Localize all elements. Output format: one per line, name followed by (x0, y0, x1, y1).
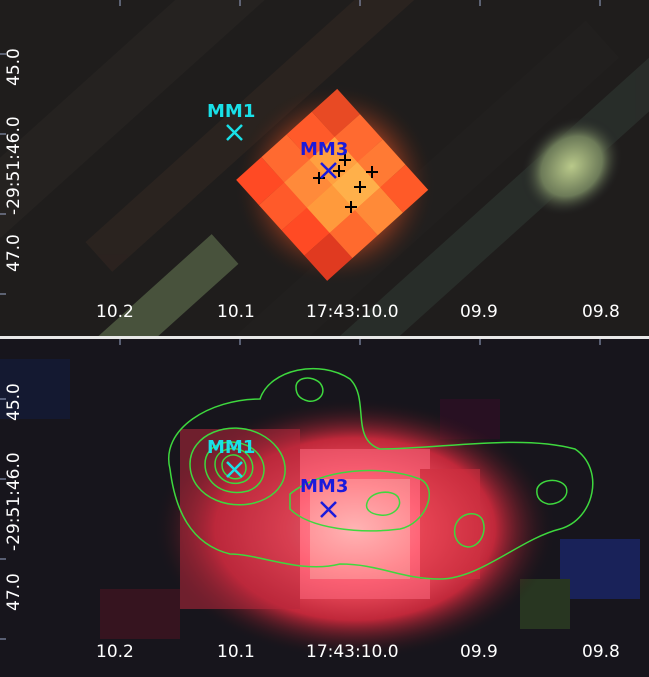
x-tick-label: 09.9 (460, 302, 498, 322)
mm1-label: MM1 (207, 437, 256, 458)
source-markers (226, 461, 337, 518)
mm3-label: MM3 (300, 139, 349, 160)
x-tick-label: 17:43:10.0 (306, 302, 399, 322)
x-tick-label: 10.2 (96, 302, 134, 322)
x-tick-label: 10.1 (217, 302, 255, 322)
source-markers (226, 124, 337, 179)
y-tick-label: 45.0 (4, 48, 24, 86)
y-tick-label: 47.0 (4, 573, 24, 611)
plus-markers (313, 154, 378, 213)
bottom-image-panel: MM1 MM3 10.2 10.1 17:43:10.0 09.9 09.8 4… (0, 339, 649, 677)
bottom-rgb-image (0, 339, 649, 677)
mm3-label: MM3 (300, 476, 349, 497)
x-tick-label: 10.1 (217, 642, 255, 662)
y-tick-label: 45.0 (4, 383, 24, 421)
x-tick-label: 09.9 (460, 642, 498, 662)
contour-lines (167, 367, 594, 580)
x-tick-label: 09.8 (582, 642, 620, 662)
x-tick-label: 17:43:10.0 (306, 642, 399, 662)
x-tick-label: 10.2 (96, 642, 134, 662)
x-tick-label: 09.8 (582, 302, 620, 322)
y-tick-label: 47.0 (4, 234, 24, 272)
panel-divider (0, 336, 649, 339)
top-rgb-image (0, 0, 649, 337)
top-image-panel: MM1 MM3 10.2 10.1 17:43:10.0 09.9 09.8 4… (0, 0, 649, 337)
mm1-label: MM1 (207, 101, 256, 122)
y-tick-label: -29:51:46.0 (4, 452, 24, 551)
